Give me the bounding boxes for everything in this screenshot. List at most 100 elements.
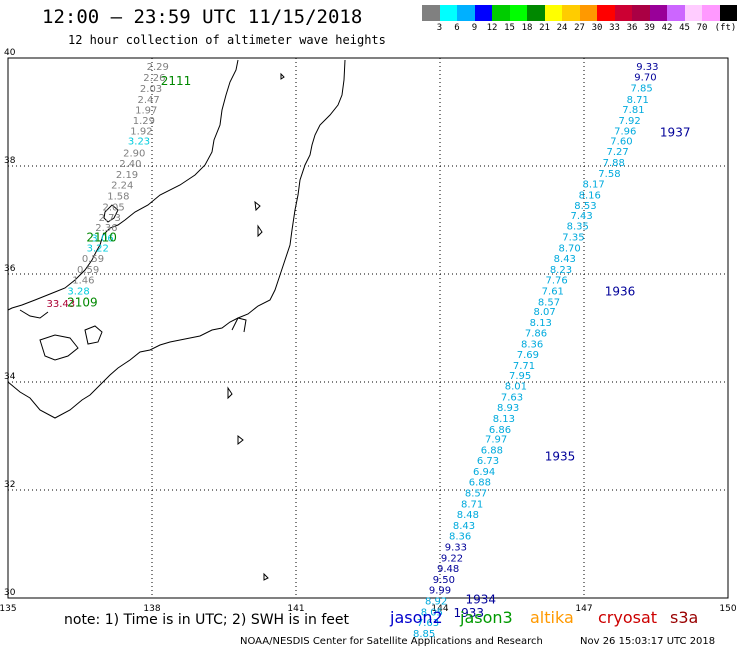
wave-height-value: 8.48 <box>457 510 479 521</box>
wave-height-value: 0.59 <box>77 265 99 276</box>
footer-note: note: 1) Time is in UTC; 2) SWH is in fe… <box>64 612 350 628</box>
wave-height-value: 3.28 <box>67 287 89 298</box>
wave-height-value: 7.58 <box>598 169 620 180</box>
mission-jason3: jason3 <box>460 608 513 627</box>
mission-altika: altika <box>530 608 574 627</box>
colorbar <box>422 5 737 21</box>
wave-height-value: 8.57 <box>465 488 487 499</box>
colorbar-label: 27 <box>574 23 585 33</box>
wave-height-value: 7.61 <box>542 287 564 298</box>
wave-height-value: 8.71 <box>627 95 649 106</box>
wave-height-value: 7.88 <box>603 158 625 169</box>
wave-height-value: 8.17 <box>582 180 604 191</box>
map-title: 12:00 – 23:59 UTC 11/15/2018 <box>42 6 363 28</box>
lon-tick-label: 135 <box>0 604 17 614</box>
colorbar-label: 15 <box>504 23 515 33</box>
pass-time-label: 1936 <box>605 285 636 299</box>
wave-height-value: 7.81 <box>622 105 644 116</box>
wave-height-value: 6.88 <box>469 478 491 489</box>
wave-height-value: 8.70 <box>558 243 580 254</box>
wave-height-value: 9.33 <box>636 62 658 73</box>
wave-height-value: 8.53 <box>574 201 596 212</box>
wave-height-value: 7.85 <box>630 83 652 94</box>
wave-height-value: 1.97 <box>135 106 157 117</box>
map-subtitle: 12 hour collection of altimeter wave hei… <box>68 33 386 47</box>
wave-height-value: 8.36 <box>521 339 543 350</box>
colorbar-label: 45 <box>679 23 690 33</box>
colorbar-label: (ft) <box>714 23 737 33</box>
lat-tick-label: 30 <box>4 588 16 598</box>
lon-tick-label: 141 <box>287 604 304 614</box>
wave-height-value: 7.63 <box>501 392 523 403</box>
colorbar-label: 42 <box>661 23 673 33</box>
wave-height-value: 8.71 <box>461 499 483 510</box>
colorbar-swatch <box>527 5 545 21</box>
lon-tick-label: 144 <box>431 604 448 614</box>
wave-height-value: 8.35 <box>567 222 589 233</box>
colorbar-label: 6 <box>454 23 460 33</box>
wave-height-value: 7.35 <box>562 233 584 244</box>
wave-height-value: 6.94 <box>473 467 495 478</box>
wave-height-value: 2.26 <box>143 73 165 84</box>
wave-height-value: 7.43 <box>570 211 592 222</box>
colorbar-label: 30 <box>591 23 603 33</box>
wave-height-value: 9.99 <box>429 586 451 597</box>
wave-height-value: 7.76 <box>546 276 568 287</box>
pass-time-label: 1933 <box>454 606 485 620</box>
wave-height-value: 7.60 <box>610 136 632 147</box>
pass-time-label: 1937 <box>660 125 691 139</box>
wave-height-value: 2.03 <box>140 84 162 95</box>
wave-height-value: 7.86 <box>525 329 547 340</box>
wave-height-value: 7.71 <box>513 361 535 372</box>
wave-height-value: 9.50 <box>433 575 455 586</box>
pass-time-label: 2110 <box>86 231 117 245</box>
gridlines <box>8 58 728 598</box>
credit-line: NOAA/NESDIS Center for Satellite Applica… <box>240 636 543 647</box>
colorbar-label: 39 <box>644 23 655 33</box>
wave-height-value: 1.92 <box>130 127 152 138</box>
lon-tick-label: 147 <box>575 604 592 614</box>
wave-height-value: 9.70 <box>634 73 656 84</box>
colorbar-swatch <box>667 5 685 21</box>
colorbar-label: 70 <box>696 23 708 33</box>
colorbar-swatch <box>614 5 632 21</box>
wave-height-value: 8.85 <box>413 629 435 640</box>
colorbar-label: 12 <box>486 23 498 33</box>
wave-height-value: 2.05 <box>102 202 124 213</box>
wave-height-value: 1.29 <box>133 116 155 127</box>
wave-height-value: 9.22 <box>441 553 463 564</box>
wave-height-value: 8.43 <box>453 521 475 532</box>
colorbar-swatch <box>579 5 597 21</box>
colorbar-swatch <box>544 5 562 21</box>
track-values: 2.292.262.032.471.971.291.923.232.902.40… <box>46 62 658 640</box>
wave-height-value: 1.58 <box>107 191 129 202</box>
wave-height-value: 8.16 <box>579 190 601 201</box>
wave-height-value: 2.90 <box>123 148 145 159</box>
wave-height-value: 3.22 <box>87 243 109 254</box>
colorbar-label: 9 <box>471 23 478 33</box>
wave-height-value: 7.27 <box>606 147 628 158</box>
wave-height-value: 8.13 <box>530 318 552 329</box>
wave-height-value: 6.73 <box>477 456 499 467</box>
wave-height-value: 2.29 <box>147 62 169 73</box>
colorbar-swatch <box>509 5 527 21</box>
wave-height-value: 3.06 <box>91 234 113 245</box>
wave-height-value: 7.97 <box>485 434 507 445</box>
lat-tick-label: 36 <box>4 264 16 274</box>
lon-tick-label: 138 <box>143 604 160 614</box>
colorbar-swatch <box>632 5 650 21</box>
colorbar-label: 33 <box>609 23 620 33</box>
wave-height-value: 8.13 <box>493 414 515 425</box>
wave-height-value: 2.24 <box>111 181 133 192</box>
colorbar-swatch <box>702 5 720 21</box>
wave-height-value: 7.69 <box>517 350 539 361</box>
lat-tick-label: 40 <box>4 48 16 58</box>
wave-height-value: 3.23 <box>128 136 150 147</box>
wave-height-value: 2.73 <box>99 213 121 224</box>
colorbar-swatch <box>562 5 580 21</box>
lat-tick-label: 38 <box>4 156 16 166</box>
wave-height-value: 7.96 <box>614 127 636 138</box>
wave-height-value: 7.95 <box>509 371 531 382</box>
wave-height-value: 8.01 <box>505 382 527 393</box>
colorbar-swatch <box>457 5 475 21</box>
